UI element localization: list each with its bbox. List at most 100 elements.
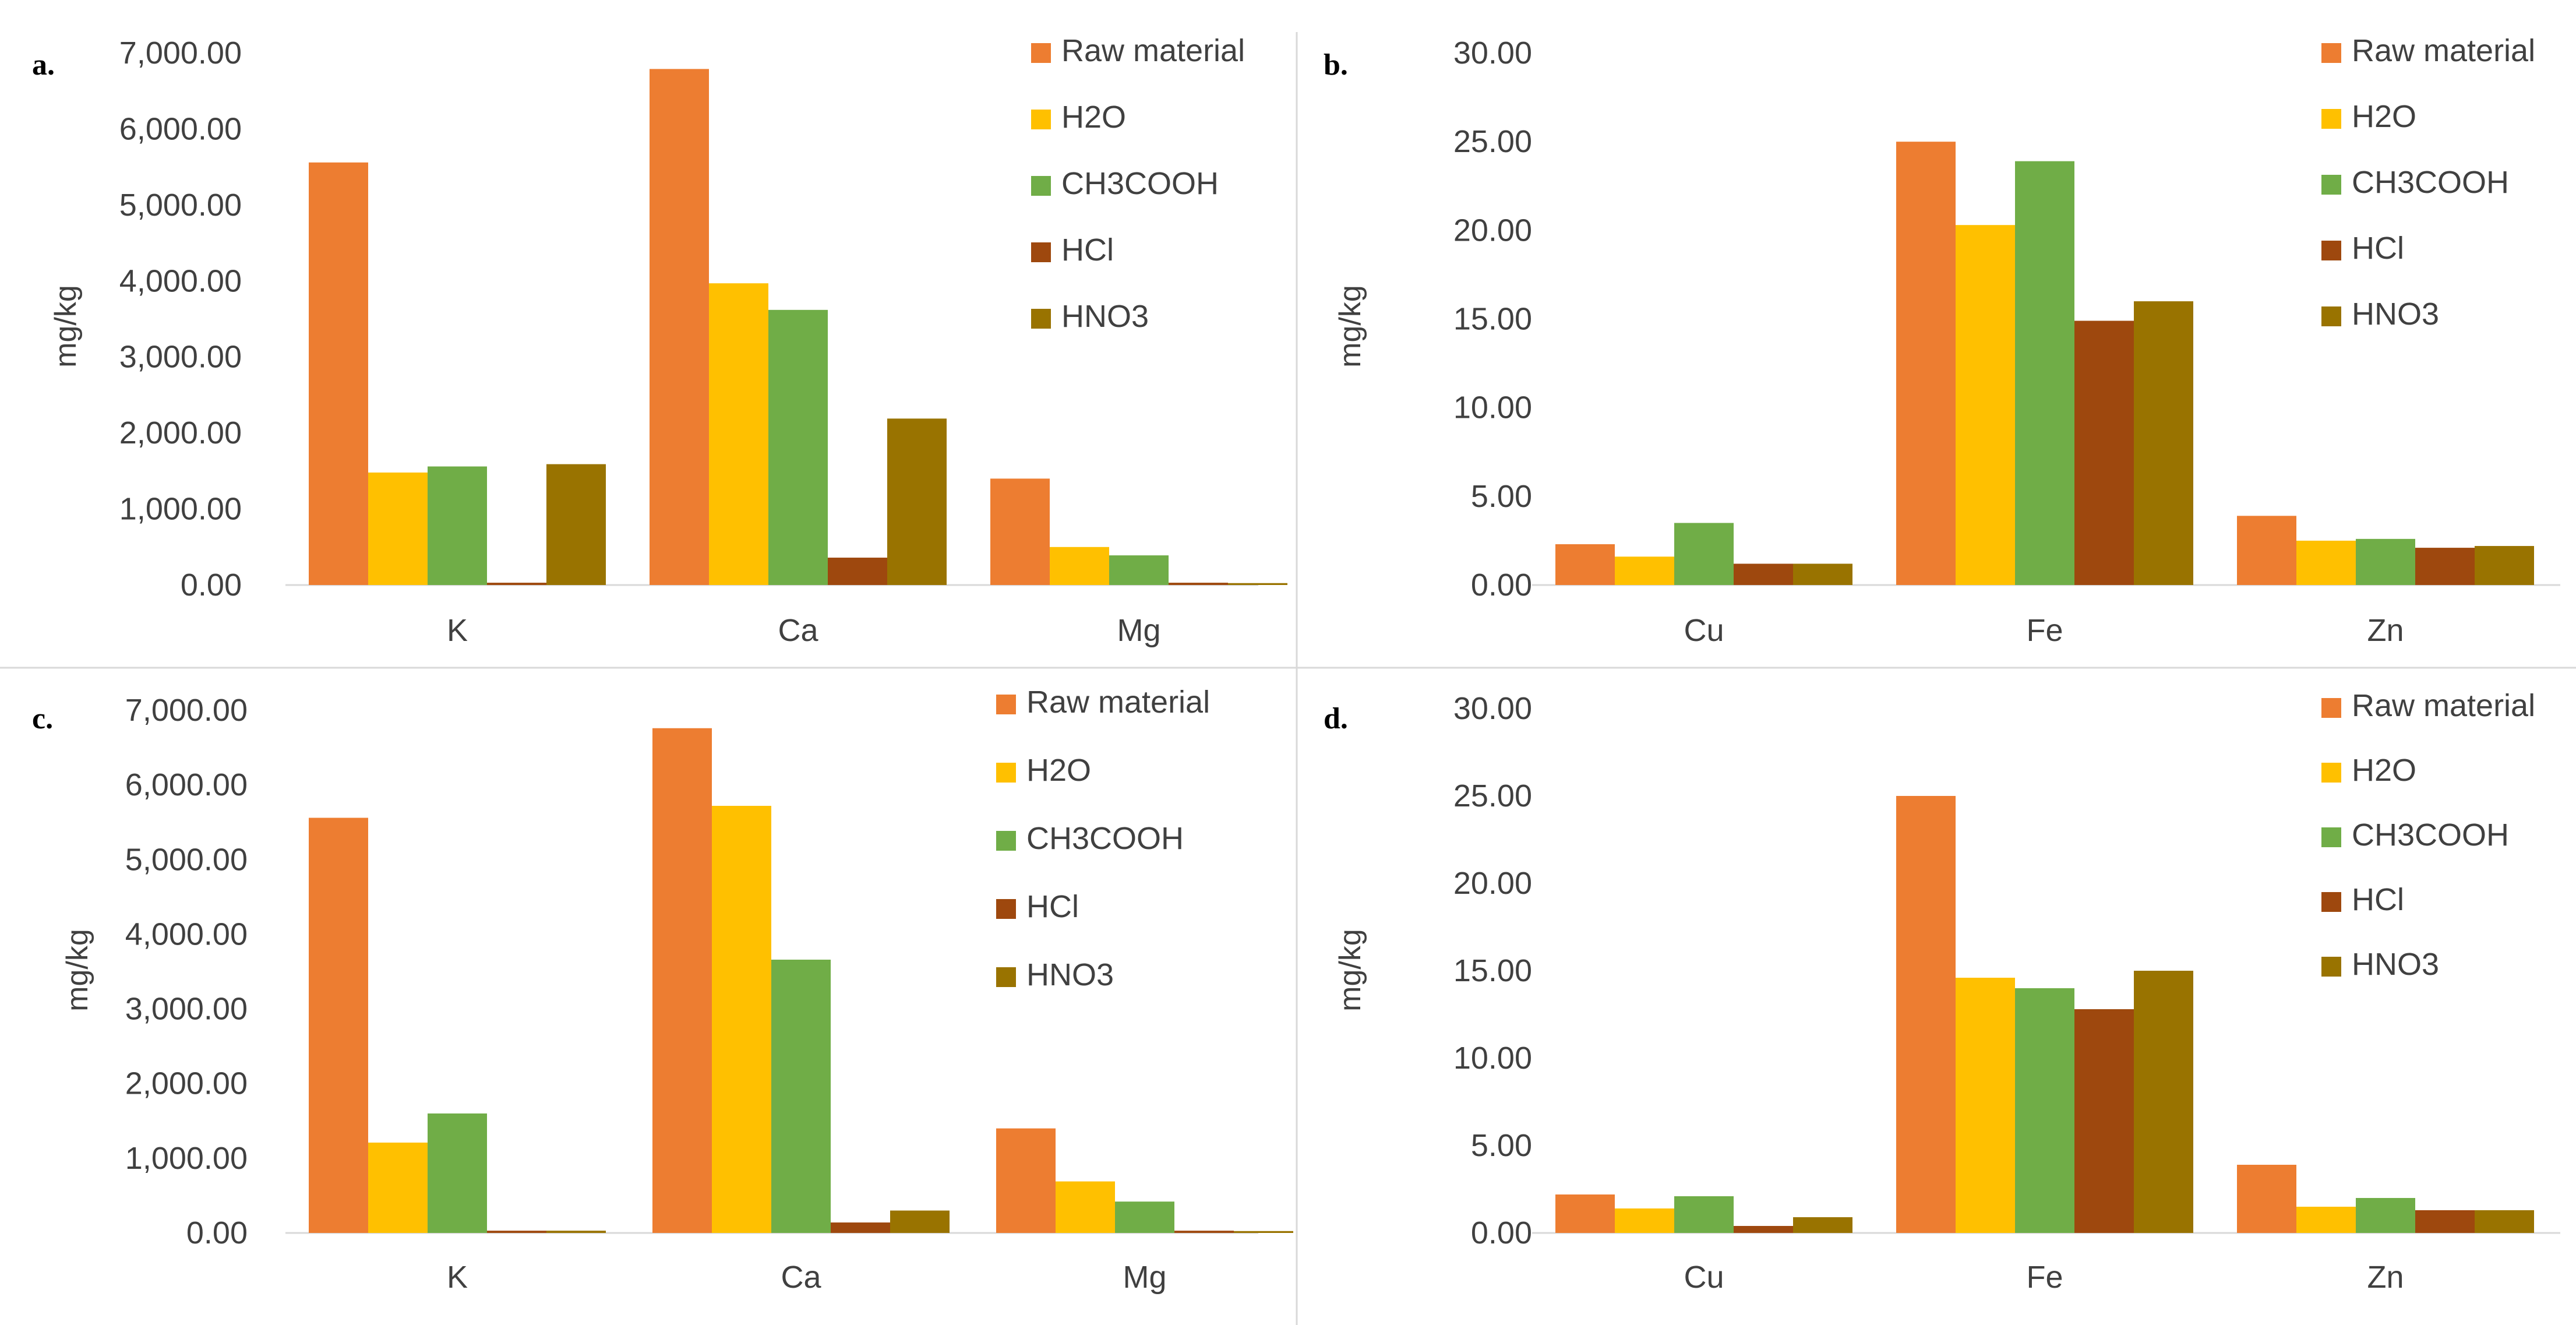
legend-label: H2O xyxy=(1061,100,1126,135)
legend-label: HCl xyxy=(2352,882,2404,917)
bar-Fe-raw-material xyxy=(1896,796,1956,1233)
y-tick-label: 15.00 xyxy=(1453,953,1532,988)
y-tick-label: 7,000.00 xyxy=(125,693,248,728)
legend-label: H2O xyxy=(1026,753,1091,788)
x-category-label: Zn xyxy=(2367,1260,2404,1295)
legend-swatch xyxy=(1031,176,1051,196)
legend-swatch xyxy=(996,763,1016,783)
y-tick-label: 0.00 xyxy=(1471,1215,1532,1250)
y-tick-label: 15.00 xyxy=(1453,302,1532,337)
bar-Mg-h2o xyxy=(1056,1181,1115,1233)
bar-Ca-hno3 xyxy=(887,418,947,585)
bar-Fe-hcl xyxy=(2074,1009,2134,1233)
legend-swatch xyxy=(2321,892,2341,912)
y-tick-label: 1,000.00 xyxy=(125,1141,248,1176)
legend-label: Raw material xyxy=(1026,685,1210,720)
bar-K-ch3cooh xyxy=(428,466,487,585)
panel-letter: c. xyxy=(32,702,53,735)
bar-Cu-raw-material xyxy=(1555,1194,1615,1233)
bar-Zn-hcl xyxy=(2415,548,2475,585)
legend-swatch xyxy=(2321,827,2341,847)
legend-label: HCl xyxy=(1026,889,1079,924)
bar-Mg-ch3cooh xyxy=(1109,555,1169,585)
legend-swatch xyxy=(1031,242,1051,262)
bar-Fe-hcl xyxy=(2074,320,2134,585)
legend-swatch xyxy=(2321,306,2341,326)
bar-Fe-hno3 xyxy=(2134,971,2193,1233)
y-tick-label: 4,000.00 xyxy=(125,917,248,952)
legend-label: H2O xyxy=(2352,753,2416,788)
chart-panel-2: b. 0.00 5.00 10.00 15.00 20.00 25.00 30.00 mg/kg… xyxy=(1324,33,2560,648)
legend-label: CH3COOH xyxy=(2352,817,2509,852)
legend-label: HCl xyxy=(1061,232,1114,267)
y-tick-label: 7,000.00 xyxy=(119,36,242,71)
legend-swatch xyxy=(2321,109,2341,129)
x-category-label: Mg xyxy=(1117,613,1160,648)
bar-Mg-hno3 xyxy=(1228,583,1287,585)
x-category-label: K xyxy=(447,1260,468,1295)
bar-Ca-raw-material xyxy=(652,728,712,1233)
legend-swatch xyxy=(2321,241,2341,260)
x-category-label: Mg xyxy=(1123,1260,1166,1295)
bar-Cu-ch3cooh xyxy=(1674,523,1734,585)
bar-K-hno3 xyxy=(546,1231,606,1233)
bar-Zn-hno3 xyxy=(2475,546,2534,585)
legend-label: HNO3 xyxy=(2352,947,2439,982)
y-tick-label: 4,000.00 xyxy=(119,263,242,298)
y-axis-title: mg/kg xyxy=(61,929,94,1012)
bar-Fe-ch3cooh xyxy=(2015,988,2074,1233)
y-tick-label: 3,000.00 xyxy=(125,992,248,1027)
y-tick-label: 5,000.00 xyxy=(119,188,242,223)
y-tick-label: 0.00 xyxy=(181,568,242,602)
legend-swatch xyxy=(2321,957,2341,977)
bar-Mg-hno3 xyxy=(1234,1231,1293,1233)
x-category-label: K xyxy=(447,613,468,648)
bar-Mg-raw-material xyxy=(990,478,1050,585)
bar-Cu-h2o xyxy=(1615,556,1674,585)
bar-Zn-h2o xyxy=(2296,540,2356,585)
bar-Zn-ch3cooh xyxy=(2356,1198,2415,1233)
legend-label: Raw material xyxy=(2352,688,2535,723)
legend-label: Raw material xyxy=(2352,33,2535,68)
bar-Ca-hcl xyxy=(831,1222,890,1233)
y-tick-label: 20.00 xyxy=(1453,213,1532,248)
chart-panel-4: d. 0.00 5.00 10.00 15.00 20.00 25.00 30.00 mg/kg… xyxy=(1324,688,2560,1295)
bar-Mg-hcl xyxy=(1169,583,1228,585)
legend-label: H2O xyxy=(2352,99,2416,134)
y-axis-title: mg/kg xyxy=(1333,285,1367,368)
x-category-label: Cu xyxy=(1684,613,1724,648)
y-tick-label: 1,000.00 xyxy=(119,492,242,527)
y-tick-label: 5,000.00 xyxy=(125,842,248,877)
y-tick-label: 25.00 xyxy=(1453,778,1532,813)
bar-Mg-hcl xyxy=(1174,1231,1234,1233)
bar-Fe-h2o xyxy=(1956,978,2015,1233)
bar-Cu-raw-material xyxy=(1555,544,1615,585)
bar-K-hcl xyxy=(487,583,546,585)
x-category-label: Fe xyxy=(2026,613,2063,648)
y-tick-label: 2,000.00 xyxy=(125,1066,248,1101)
bar-Cu-hno3 xyxy=(1793,1217,1852,1233)
bar-Fe-h2o xyxy=(1956,225,2015,585)
chart-panel-3: c. 0.00 1,000.00 2,000.00 3,000.00 4,000.00 5,… xyxy=(32,685,1293,1295)
bar-Zn-raw-material xyxy=(2237,1165,2296,1233)
x-category-label: Zn xyxy=(2367,613,2404,648)
bar-Mg-raw-material xyxy=(996,1128,1056,1233)
bar-Cu-h2o xyxy=(1615,1208,1674,1233)
legend-swatch xyxy=(996,831,1016,851)
bar-Cu-hno3 xyxy=(1793,563,1852,585)
bar-K-hno3 xyxy=(546,464,606,585)
legend-swatch xyxy=(996,967,1016,987)
x-category-label: Ca xyxy=(778,613,818,648)
y-axis-title: mg/kg xyxy=(49,285,83,368)
legend-swatch xyxy=(2321,698,2341,718)
legend-swatch xyxy=(1031,110,1051,129)
y-tick-label: 0.00 xyxy=(186,1215,248,1250)
bar-K-ch3cooh xyxy=(428,1113,487,1233)
y-tick-label: 10.00 xyxy=(1453,1041,1532,1076)
panel-letter: b. xyxy=(1324,48,1348,82)
legend-label: HNO3 xyxy=(2352,297,2439,332)
y-tick-label: 25.00 xyxy=(1453,124,1532,159)
bar-Mg-ch3cooh xyxy=(1115,1201,1174,1233)
legend-swatch xyxy=(1031,309,1051,329)
